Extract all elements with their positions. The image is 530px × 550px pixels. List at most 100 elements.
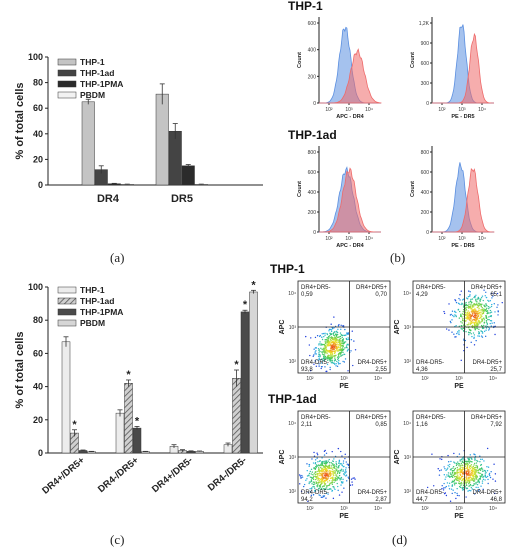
- event-dot: [344, 453, 346, 455]
- event-dot: [465, 482, 467, 484]
- event-dot: [310, 337, 312, 339]
- event-dot: [480, 311, 482, 313]
- quadrant-ul-value: 1,16: [416, 422, 428, 428]
- event-dot: [344, 469, 347, 471]
- event-dot: [466, 306, 468, 309]
- y-axis-label: APC: [394, 320, 401, 335]
- event-dot: [426, 486, 429, 489]
- event-dot: [473, 478, 475, 480]
- caption-b: (b): [390, 250, 405, 265]
- event-dot: [461, 322, 463, 324]
- event-dot: [484, 476, 487, 478]
- event-dot: [470, 472, 472, 475]
- event-dot: [334, 335, 336, 337]
- event-dot: [345, 334, 347, 336]
- event-dot: [496, 306, 498, 308]
- event-dot: [466, 312, 468, 314]
- event-dot: [333, 327, 335, 329]
- event-dot: [331, 355, 333, 357]
- event-dot: [456, 332, 458, 335]
- event-dot: [469, 460, 471, 462]
- event-dot: [451, 310, 454, 312]
- histogram-plot: 0 300 600 900 1,2K 10² 10³ 10⁴ PE - DR5 Count: [410, 17, 495, 120]
- event-dot: [337, 328, 339, 330]
- event-dot: [337, 346, 340, 348]
- event-dot: [315, 464, 318, 466]
- event-dot: [472, 484, 475, 487]
- event-dot: [312, 476, 314, 479]
- event-dot: [309, 490, 312, 493]
- event-dot: [311, 487, 313, 489]
- event-dot: [335, 362, 337, 365]
- x-tick-label: 10³: [455, 506, 463, 512]
- event-dot: [317, 482, 319, 484]
- event-dot: [326, 484, 328, 487]
- event-dot: [465, 309, 468, 311]
- event-dot: [340, 450, 342, 453]
- quadrant-ll-label: DR4-DR5-: [301, 490, 329, 496]
- event-dot: [489, 300, 492, 302]
- event-dot: [479, 312, 481, 314]
- quadrant-ur-value: 0,85: [375, 422, 387, 428]
- event-dot: [489, 312, 492, 314]
- event-dot: [485, 291, 487, 294]
- event-dot: [321, 478, 323, 480]
- event-dot: [330, 349, 332, 352]
- event-dot: [475, 466, 477, 469]
- event-dot: [319, 474, 321, 477]
- event-dot: [343, 487, 345, 489]
- event-dot: [438, 474, 441, 476]
- event-dot: [325, 349, 328, 352]
- quadrant-ur-label: DR4+DR5+: [471, 285, 503, 291]
- legend-swatch: [57, 319, 77, 327]
- event-dot: [479, 304, 481, 306]
- event-dot: [312, 485, 314, 488]
- event-dot: [477, 318, 479, 320]
- event-dot: [343, 342, 346, 344]
- event-dot: [469, 307, 472, 309]
- event-dot: [319, 469, 321, 472]
- event-dot: [315, 350, 317, 352]
- event-dot: [330, 339, 332, 342]
- event-dot: [456, 469, 458, 471]
- event-dot: [317, 355, 320, 358]
- event-dot: [477, 335, 479, 337]
- event-dot: [447, 475, 449, 478]
- event-dot: [470, 464, 473, 466]
- event-dot: [481, 480, 484, 482]
- event-dot: [462, 311, 464, 313]
- event-dot: [469, 465, 471, 467]
- event-dot: [331, 357, 333, 359]
- event-dot: [350, 350, 352, 352]
- event-dot: [319, 494, 321, 497]
- event-dot: [490, 305, 493, 308]
- event-dot: [476, 312, 478, 314]
- event-dot: [329, 354, 331, 357]
- event-dot: [473, 462, 476, 465]
- event-dot: [328, 484, 331, 486]
- event-dot: [332, 473, 334, 475]
- y-axis-label: Count: [297, 181, 303, 197]
- event-dot: [307, 491, 309, 494]
- event-dot: [342, 481, 344, 483]
- event-dot: [344, 457, 346, 460]
- event-dot: [468, 474, 471, 476]
- x-tick-label: 10⁴: [374, 376, 382, 382]
- event-dot: [465, 480, 467, 482]
- y-tick-label: 10⁴: [288, 291, 296, 297]
- x-tick-label: DR5: [171, 193, 193, 205]
- event-dot: [332, 348, 334, 350]
- event-dot: [325, 341, 328, 343]
- y-tick-label: 10⁴: [288, 421, 296, 427]
- event-dot: [458, 453, 461, 455]
- event-dot: [490, 471, 492, 473]
- event-dot: [474, 321, 476, 324]
- event-dot: [311, 458, 313, 460]
- event-dot: [324, 475, 327, 477]
- event-dot: [448, 465, 450, 468]
- event-dot: [317, 478, 320, 480]
- event-dot: [489, 476, 492, 479]
- event-dot: [485, 325, 487, 327]
- x-tick-label: DR4: [97, 193, 120, 205]
- row-title: THP-1ad: [288, 128, 337, 142]
